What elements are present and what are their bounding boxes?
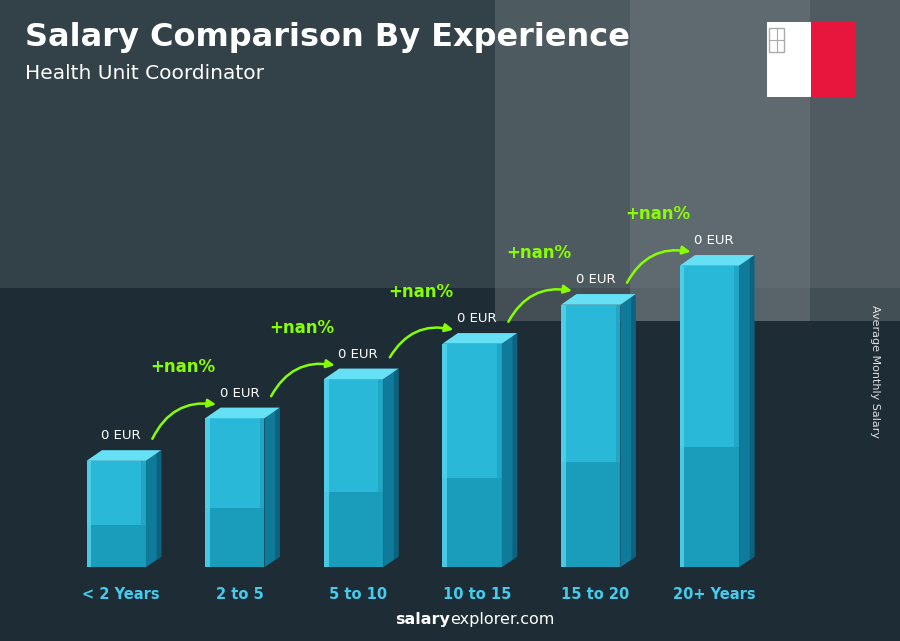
Polygon shape [443,333,518,344]
Bar [86,461,146,525]
Bar [324,379,328,567]
Text: 0 EUR: 0 EUR [338,348,378,361]
Polygon shape [561,294,635,304]
Bar [443,344,447,567]
Text: 0 EUR: 0 EUR [101,429,140,442]
Polygon shape [750,255,754,560]
Bar [630,0,900,320]
Text: explorer.com: explorer.com [450,612,554,627]
Bar [205,419,210,567]
Text: 15 to 20: 15 to 20 [562,587,629,602]
Polygon shape [157,450,161,560]
Bar [770,28,784,52]
Bar [443,478,502,567]
Bar [561,462,620,567]
Bar [497,344,502,567]
Text: Health Unit Coordinator: Health Unit Coordinator [25,64,265,83]
Bar [86,461,91,567]
Text: 0 EUR: 0 EUR [575,273,616,287]
Bar [734,265,739,567]
Polygon shape [502,333,518,567]
Bar [811,22,855,97]
Bar [260,419,265,567]
Bar [0,0,900,288]
Bar [378,379,383,567]
Polygon shape [631,294,635,560]
Polygon shape [739,255,754,567]
Bar [680,265,685,567]
Text: +nan%: +nan% [388,283,453,301]
Text: Average Monthly Salary: Average Monthly Salary [869,305,880,438]
Text: 0 EUR: 0 EUR [694,234,733,247]
Bar [767,22,811,97]
Bar [680,265,739,447]
Text: 0 EUR: 0 EUR [220,387,259,400]
Text: Salary Comparison By Experience: Salary Comparison By Experience [25,22,630,53]
Bar [0,288,900,641]
Bar [141,461,146,567]
Text: 5 to 10: 5 to 10 [329,587,387,602]
Polygon shape [680,255,754,265]
Bar [205,508,265,567]
Bar [324,379,383,492]
Bar [561,304,566,567]
Bar [561,304,620,462]
Text: +nan%: +nan% [150,358,216,376]
Text: +nan%: +nan% [269,319,335,337]
Bar [680,447,739,567]
Bar [205,418,265,508]
Text: +nan%: +nan% [626,205,690,223]
Text: < 2 Years: < 2 Years [82,587,159,602]
Text: 20+ Years: 20+ Years [672,587,755,602]
Polygon shape [394,369,399,560]
Polygon shape [383,369,399,567]
Polygon shape [146,450,161,567]
Bar [495,0,810,320]
Text: 10 to 15: 10 to 15 [443,587,511,602]
Text: 2 to 5: 2 to 5 [216,587,264,602]
Bar [443,344,502,478]
Bar [86,525,146,567]
Bar [616,304,620,567]
Polygon shape [512,333,517,560]
Text: salary: salary [395,612,450,627]
Polygon shape [86,450,161,461]
Text: +nan%: +nan% [507,244,572,262]
Polygon shape [275,408,280,560]
Bar [324,492,383,567]
Text: 0 EUR: 0 EUR [457,312,497,325]
Polygon shape [205,408,280,419]
Polygon shape [324,369,399,379]
Polygon shape [620,294,635,567]
Polygon shape [265,408,280,567]
